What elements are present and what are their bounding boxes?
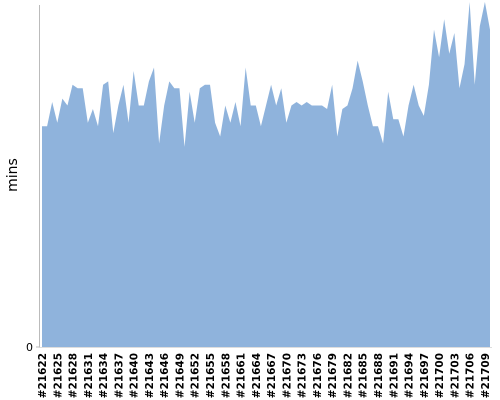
x-tick-label: #21625 xyxy=(52,353,64,398)
x-tick-label: #21637 xyxy=(113,353,125,398)
x-tick-label: #21646 xyxy=(159,353,171,398)
x-tick-label: #21688 xyxy=(373,353,385,398)
x-tick-label: #21685 xyxy=(358,353,370,398)
x-tick-label: #21664 xyxy=(251,353,263,398)
x-tick-label: #21622 xyxy=(37,353,49,398)
x-tick-label: #21697 xyxy=(419,353,431,398)
x-tick-label: #21649 xyxy=(174,353,186,398)
x-tick-label: #21661 xyxy=(236,353,248,398)
x-tick-label: #21634 xyxy=(98,353,110,398)
x-tick-label: #21703 xyxy=(449,353,461,398)
y-tick-label: 0 xyxy=(26,341,33,354)
x-tick-label: #21652 xyxy=(190,353,202,398)
x-tick-label: #21682 xyxy=(342,353,354,398)
x-tick-label: #21706 xyxy=(465,353,477,398)
x-tick-label: #21700 xyxy=(434,353,446,398)
x-tick-label: #21655 xyxy=(205,353,217,398)
x-tick-label: #21709 xyxy=(480,353,492,398)
x-tick-label: #21691 xyxy=(388,353,400,398)
x-tick-label: #21628 xyxy=(68,353,80,398)
x-tick-label: #21667 xyxy=(266,353,278,398)
x-tick-label: #21643 xyxy=(144,353,156,398)
x-tick-label: #21694 xyxy=(404,353,416,398)
x-tick-label: #21679 xyxy=(327,353,339,398)
x-tick-label: #21676 xyxy=(312,353,324,398)
x-tick-label: #21640 xyxy=(129,353,141,398)
x-tick-label: #21670 xyxy=(281,353,293,398)
x-tick-label: #21631 xyxy=(83,353,95,398)
area xyxy=(42,2,490,347)
y-axis-label: mins xyxy=(5,158,21,192)
x-tick-label: #21658 xyxy=(220,353,232,398)
x-tick-label: #21673 xyxy=(297,353,309,398)
